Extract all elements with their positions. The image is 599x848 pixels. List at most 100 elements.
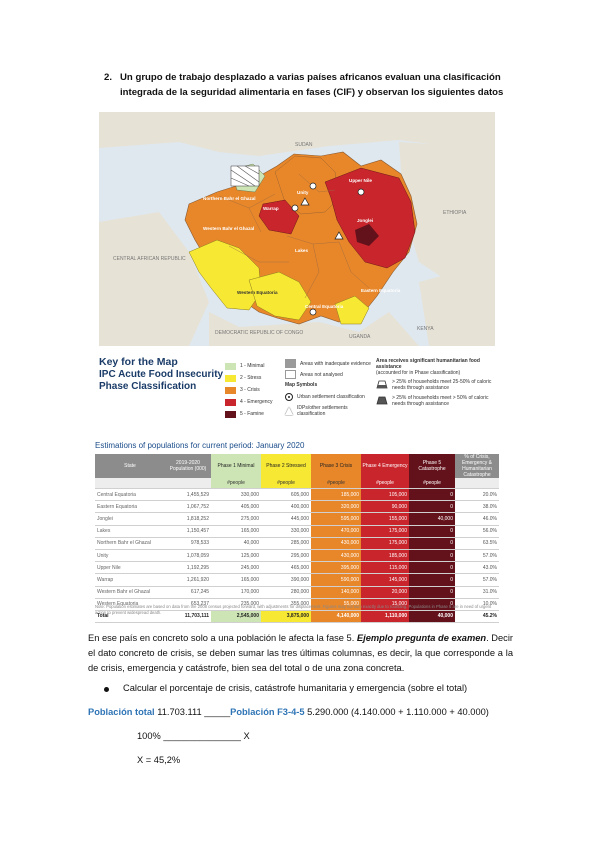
table-row: Northern Bahr el Ghazal 978,533 40,000 285,… [95,537,499,550]
assistance-legend: Area receives significant humanitarian f… [376,358,496,411]
phase-label: 2 - Stress [240,375,262,381]
table-row: Central Equatoria 1,455,529 330,000 605,000… [95,488,499,502]
table-value-cell: 275,000 [211,512,261,526]
table-total-cell: 3,875,000 [261,609,311,624]
total-population-label: Población total [88,707,155,717]
map-symbols: Areas with inadequate evidence Areas not… [285,358,371,418]
phase-swatch [225,410,236,418]
table-value-cell: 465,000 [261,561,311,575]
assist-note: (accounted for in Phase classification) [376,370,461,376]
map-symbols-heading: Map Symbols [285,382,318,388]
assist-1-label: > 25% of households meet 25-50% of calor… [392,379,492,391]
table-header-cell: 2019-2020 Population (000) [165,454,211,478]
table-value-cell: 1,818,252 [165,512,211,526]
table-value-cell: 40,000 [211,537,261,550]
table-value-cell: 115,000 [361,561,409,575]
table-value-cell: 617,245 [165,586,211,599]
not-analysed-swatch [285,370,296,379]
bullet-dot [104,687,109,692]
table-row: Lakes 1,150,457 165,000 330,000 470,000 175,0… [95,525,499,538]
table-value-cell: 57.0% [455,573,499,587]
table-value-cell: 978,533 [165,537,211,550]
f345-population-label: Población F3-4-5 [230,707,305,717]
table-value-cell: 105,000 [361,488,409,502]
table-header-cell: State [95,454,165,478]
calc-line-2: 100% _______________ X [137,731,250,741]
table-header-cell: Phase 2 Stressed [261,454,311,478]
table-row: Western Bahr el Ghazal 617,245 170,000 280,… [95,586,499,599]
map-label-eeq: Eastern Equatoria [361,288,401,293]
population-table: State 2019-2020 Population (000) Phase 1 M… [95,454,499,624]
urban-label: Urban settlement classification [297,394,365,400]
table-value-cell: 445,000 [261,512,311,526]
table-value-cell: 165,000 [211,525,261,538]
phase-swatch [225,386,236,394]
table-value-cell: 395,000 [311,561,361,575]
table-value-cell: 56.0% [455,525,499,538]
table-value-cell: 470,000 [311,525,361,538]
table-row: Warrap 1,261,920 165,000 390,000 590,000 145,… [95,573,499,587]
table-value-cell: 0 [409,549,455,563]
key-title: Key for the Map IPC Acute Food Insecurit… [99,356,227,393]
table-row: Jonglei 1,818,252 275,000 445,000 595,000 155… [95,512,499,526]
phase-swatch [225,362,236,370]
table-value-cell: 320,000 [311,500,361,514]
table-total-cell: Total [95,609,165,624]
map-label-upper-nile: Upper Nile [349,178,372,183]
table-value-cell: 0 [409,488,455,502]
table-value-cell: 165,000 [211,573,261,587]
para-text-a: En ese país en concreto solo a una pobla… [88,633,357,643]
map-label-weq: Western Equatoria [237,290,278,295]
table-row: Eastern Equatoria 1,067,752 405,000 400,000… [95,500,499,514]
table-value-cell: 1,192,295 [165,561,211,575]
key-title-line-1: Key for the Map [99,356,178,368]
table-value-cell: 0 [409,586,455,599]
map-label-nbeg: Northern Bahr el Ghazal [203,196,256,201]
table-value-cell: 90,000 [361,500,409,514]
state-name-cell: Central Equatoria [95,488,165,502]
table-unit-cell: #people [211,478,261,489]
table-unit-cell [165,478,211,489]
state-name-cell: Warrap [95,573,165,587]
map-label-jonglei: Jonglei [357,218,373,223]
urban-icon [285,393,293,401]
map-label-uganda: UGANDA [349,334,371,340]
table-value-cell: 590,000 [311,573,361,587]
map-label-ceq: Central Equatoria [305,304,344,309]
table-total-cell: 45.2% [455,609,499,624]
table-unit-cell: #people [261,478,311,489]
table-value-cell: 57.0% [455,549,499,563]
table-unit-cell: #people [409,478,455,489]
question-line-1: Un grupo de trabajo desplazado a varias … [120,72,501,83]
table-value-cell: 145,000 [361,573,409,587]
table-value-cell: 0 [409,537,455,550]
phase-swatch [225,374,236,382]
map-label-ethiopia: ETHIOPIA [443,210,467,216]
assist-title: Area receives significant humanitarian f… [376,358,480,370]
table-value-cell: 285,000 [261,537,311,550]
phase-label: 1 - Minimal [240,363,265,369]
calc-result: X = 45,2% [137,755,181,765]
population-table-grid: State 2019-2020 Population (000) Phase 1 M… [95,454,499,624]
table-header-cell: % of Crisis, Emergency & Humanitarian Ca… [455,454,499,478]
table-value-cell: 0 [409,598,455,611]
table-row: Upper Nile 1,192,295 245,000 465,000 395,000… [95,561,499,575]
phase-legend-item: 1 - Minimal [225,360,273,372]
map-label-drc: DEMOCRATIC REPUBLIC OF CONGO [215,330,303,336]
table-value-cell: 185,000 [361,549,409,563]
table-value-cell: 185,000 [311,488,361,502]
idp-label: IDPs/other settlements classification [297,405,348,417]
table-unit-cell [455,478,499,489]
state-name-cell: Upper Nile [95,561,165,575]
state-name-cell: Jonglei [95,512,165,526]
map-label-unity: Unity [297,190,309,195]
table-value-cell: 1,078,059 [165,549,211,563]
question-number: 2. [104,72,113,83]
table-value-cell: 0 [409,573,455,587]
table-value-cell: 430,000 [311,549,361,563]
state-name-cell: Unity [95,549,165,563]
assist-2-label: > 25% of households meet > 50% of calori… [392,395,489,407]
phase-label: 4 - Emergency [240,399,273,405]
phase-label: 5 - Famine [240,411,264,417]
table-value-cell: 1,455,529 [165,488,211,502]
